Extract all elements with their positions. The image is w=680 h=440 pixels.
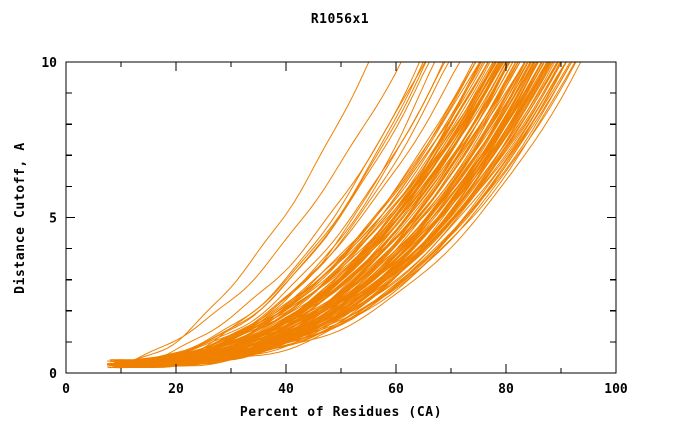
data-curve — [109, 62, 548, 364]
data-curve — [117, 62, 582, 369]
data-curve — [114, 62, 370, 364]
y-axis-title: Distance Cutoff, A — [13, 142, 28, 294]
x-tick-label: 80 — [498, 382, 514, 397]
x-tick-label: 20 — [168, 382, 184, 397]
x-tick-labels: 0 20 40 60 80 100 — [62, 382, 628, 397]
data-curve — [107, 62, 552, 364]
data-curve — [109, 62, 402, 369]
y-tick-label: 0 — [49, 367, 57, 382]
chart-title: R1056x1 — [310, 12, 370, 27]
x-axis-title: Percent of Residues (CA) — [240, 405, 442, 420]
axis-ticks — [65, 61, 617, 374]
y-tick-label: 10 — [41, 56, 57, 71]
x-tick-label: 40 — [278, 382, 294, 397]
data-curve — [125, 62, 553, 368]
y-tick-label: 5 — [49, 212, 57, 227]
x-tick-label: 100 — [604, 382, 628, 397]
x-tick-label: 60 — [388, 382, 404, 397]
data-curve — [117, 62, 572, 368]
data-curve — [113, 62, 489, 368]
y-tick-labels: 0 5 10 — [41, 56, 57, 382]
data-curve — [117, 62, 518, 368]
x-tick-label: 0 — [62, 382, 70, 397]
data-curve — [123, 62, 567, 367]
data-curve — [127, 62, 570, 368]
data-curve — [109, 62, 502, 362]
data-curves — [106, 62, 582, 369]
